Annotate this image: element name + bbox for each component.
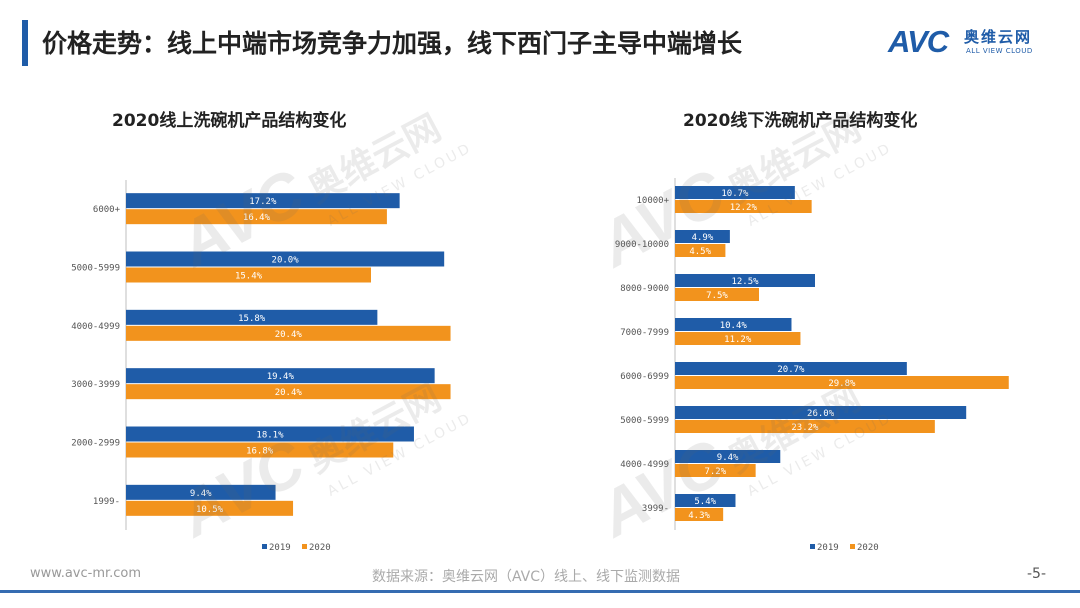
category-label: 6000+	[93, 205, 121, 215]
page-number: -5-	[1026, 566, 1046, 582]
legend-swatch-2020	[850, 544, 855, 549]
data-label: 16.4%	[243, 213, 271, 223]
footer-url[interactable]: www.avc-mr.com	[30, 566, 142, 581]
bar-2019	[675, 318, 792, 331]
data-label: 15.4%	[235, 272, 263, 282]
category-label: 4000-4999	[620, 460, 669, 470]
data-source-note: 数据来源：奥维云网（AVC）线上、线下监测数据	[372, 569, 681, 585]
category-label: 5000-5999	[71, 264, 120, 274]
bar-2019	[675, 230, 730, 243]
data-label: 29.8%	[828, 379, 856, 389]
bar-2020	[675, 464, 756, 477]
data-label: 12.2%	[730, 203, 758, 213]
legend-label-2020: 2020	[857, 543, 879, 553]
bar-2020	[675, 376, 1009, 389]
data-label: 16.8%	[246, 447, 274, 457]
legend-swatch-2019	[810, 544, 815, 549]
bar-2019	[126, 251, 445, 267]
data-label: 10.5%	[196, 505, 224, 515]
data-label: 23.2%	[791, 423, 819, 433]
bar-2020	[675, 508, 724, 521]
logo-mark: AVC	[888, 24, 949, 59]
data-label: 4.3%	[688, 511, 710, 521]
data-label: 4.9%	[692, 233, 714, 243]
bar-2019	[675, 362, 907, 375]
data-label: 20.7%	[777, 365, 805, 375]
data-label: 20.0%	[272, 256, 300, 266]
data-label: 20.4%	[275, 330, 303, 340]
avc-logo: AVC 奥维云网 ALL VIEW CLOUD	[888, 22, 1058, 62]
bar-2020	[126, 384, 451, 400]
bar-2020	[126, 500, 294, 516]
data-label: 7.2%	[704, 467, 726, 477]
bar-2019	[675, 494, 736, 507]
bar-2019	[126, 193, 400, 209]
data-label: 20.4%	[275, 388, 303, 398]
category-label: 3000-3999	[71, 380, 120, 390]
legend-swatch-2020	[302, 544, 307, 549]
data-label: 17.2%	[249, 197, 277, 207]
category-label: 8000-9000	[620, 284, 669, 294]
title-accent-bar	[22, 20, 28, 66]
data-label: 5.4%	[694, 497, 716, 507]
data-label: 15.8%	[238, 314, 266, 324]
category-label: 4000-4999	[71, 322, 120, 332]
bar-2019	[675, 450, 781, 463]
category-label: 2000-2999	[71, 439, 120, 449]
bar-2020	[675, 200, 812, 213]
category-label: 6000-6999	[620, 372, 669, 382]
bar-2020	[126, 267, 371, 283]
category-label: 9000-10000	[615, 240, 669, 250]
logo-chinese-name: 奥维云网	[964, 28, 1033, 46]
bar-2019	[675, 406, 967, 419]
bar-2020	[126, 209, 387, 225]
online-chart-title: 2020线上洗碗机产品结构变化	[112, 111, 347, 131]
offline-bar-chart: 10000+ 10.7% 12.2% 9000-10000 4.9% 4.5% 8000-9…	[615, 178, 1009, 553]
data-label: 18.1%	[256, 431, 284, 441]
bar-2019	[126, 309, 378, 325]
legend-label-2019: 2019	[817, 543, 839, 553]
page-title: 价格走势：线上中端市场竞争力加强，线下西门子主导中端增长	[42, 29, 743, 58]
data-label: 12.5%	[731, 277, 759, 287]
offline-chart-title: 2020线下洗碗机产品结构变化	[683, 111, 918, 131]
bar-2020	[675, 420, 935, 433]
bar-2020	[675, 288, 759, 301]
category-label: 3999-	[642, 504, 669, 514]
bar-2020	[675, 332, 801, 345]
bottom-rule	[0, 590, 1080, 593]
bar-2019	[675, 186, 795, 199]
bar-2019	[675, 274, 815, 287]
data-label: 19.4%	[267, 372, 295, 382]
data-label: 10.7%	[721, 189, 749, 199]
bar-2020	[126, 442, 394, 458]
logo-english-name: ALL VIEW CLOUD	[966, 47, 1033, 55]
bar-2020	[675, 244, 726, 257]
legend-label-2019: 2019	[269, 543, 291, 553]
data-label: 4.5%	[689, 247, 711, 257]
online-bar-chart: 6000+ 17.2% 16.4% 5000-5999 20.0% 15.4% 4000-4…	[71, 180, 451, 553]
bar-2019	[126, 368, 435, 384]
data-label: 7.5%	[706, 291, 728, 301]
category-label: 7000-7999	[620, 328, 669, 338]
legend-swatch-2019	[262, 544, 267, 549]
category-label: 10000+	[636, 196, 669, 206]
bar-2019	[126, 426, 414, 442]
category-label: 1999-	[93, 497, 120, 507]
data-label: 26.0%	[807, 409, 835, 419]
data-label: 9.4%	[190, 489, 212, 499]
data-label: 9.4%	[717, 453, 739, 463]
legend-label-2020: 2020	[309, 543, 331, 553]
bar-2019	[126, 484, 276, 500]
data-label: 10.4%	[720, 321, 748, 331]
bar-2020	[126, 325, 451, 341]
category-label: 5000-5999	[620, 416, 669, 426]
data-label: 11.2%	[724, 335, 752, 345]
